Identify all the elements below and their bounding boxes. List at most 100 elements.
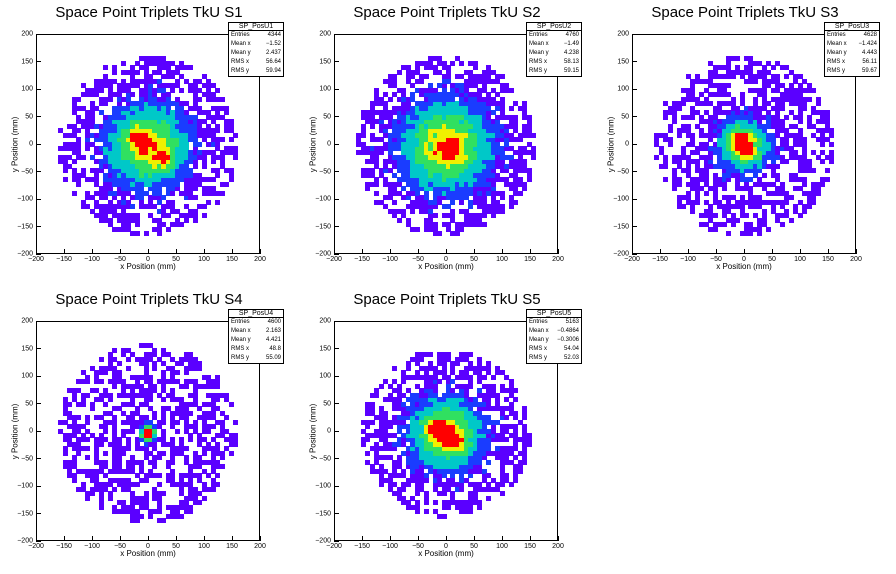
heatmap-bin — [134, 213, 140, 219]
x-tick-mark — [361, 249, 363, 254]
x-tick-label: −150 — [354, 543, 370, 550]
heatmap-bin — [143, 78, 149, 84]
x-tick-label: −50 — [114, 543, 126, 550]
heatmap-bin — [401, 123, 407, 129]
heatmap-bin — [360, 172, 366, 178]
heatmap-bin — [392, 190, 398, 196]
heatmap-bin — [201, 110, 207, 116]
heatmap-bin — [192, 132, 198, 138]
heatmap-bin — [219, 159, 225, 165]
heatmap-bin — [423, 181, 429, 187]
heatmap-bin — [405, 217, 411, 223]
heatmap-bin — [94, 137, 100, 143]
heatmap-bin — [179, 222, 185, 228]
heatmap-bin — [423, 222, 429, 228]
heatmap-bin — [130, 181, 136, 187]
heatmap-bin — [152, 195, 158, 201]
heatmap-bin — [405, 177, 411, 183]
stats-value: 59.15 — [563, 68, 579, 74]
y-tick-mark — [334, 430, 339, 432]
x-tick-mark — [771, 249, 773, 254]
x-tick-label: 200 — [254, 543, 266, 550]
heatmap-bin — [80, 199, 86, 205]
heatmap-bin — [392, 105, 398, 111]
heatmap-bin — [219, 105, 225, 111]
heatmap-bin — [174, 159, 180, 165]
heatmap-bin — [428, 114, 434, 120]
heatmap-bin — [219, 137, 225, 143]
heatmap-bin — [143, 110, 149, 116]
x-tick-label: −150 — [56, 543, 72, 550]
heatmap-bin — [85, 137, 91, 143]
heatmap-bin — [374, 101, 380, 107]
heatmap-bin — [419, 186, 425, 192]
heatmap-bin — [98, 132, 104, 138]
heatmap-bin — [125, 92, 131, 98]
heatmap-bin — [112, 65, 118, 71]
heatmap-bin — [192, 186, 198, 192]
heatmap-bin — [134, 159, 140, 165]
heatmap-bin — [179, 128, 185, 134]
heatmap-bin — [143, 163, 149, 169]
heatmap-bin — [401, 65, 407, 71]
heatmap-bin — [161, 132, 167, 138]
heatmap-bin — [183, 141, 189, 147]
heatmap-bin — [170, 119, 176, 125]
heatmap-bin — [156, 105, 162, 111]
heatmap-bin — [156, 114, 162, 120]
heatmap-bin — [121, 128, 127, 134]
heatmap-bin — [428, 96, 434, 102]
heatmap-bin — [174, 163, 180, 169]
heatmap-bin — [170, 222, 176, 228]
heatmap-bin — [89, 92, 95, 98]
heatmap-bin — [112, 119, 118, 125]
heatmap-bin — [148, 105, 153, 111]
heatmap-bin — [423, 141, 429, 147]
heatmap-bin — [152, 105, 158, 111]
heatmap-bin — [112, 204, 118, 210]
heatmap-bin — [107, 78, 113, 84]
stats-box: SP_PosU1 Entries 4344 Mean x −1.52 Mean y 2.43… — [228, 22, 284, 77]
heatmap-bin — [383, 163, 389, 169]
heatmap-bin — [428, 222, 434, 228]
heatmap-bin — [414, 177, 420, 183]
heatmap-bin — [432, 114, 438, 120]
heatmap-bin — [134, 110, 140, 116]
heatmap-bin — [134, 83, 140, 89]
stats-label: Entries — [529, 319, 548, 325]
heatmap-bin — [374, 181, 380, 187]
heatmap-bin — [383, 78, 389, 84]
heatmap-bin — [170, 87, 176, 93]
heatmap-bin — [423, 119, 429, 125]
heatmap-bin — [130, 168, 136, 174]
heatmap-bin — [179, 154, 185, 160]
heatmap-bin — [116, 204, 122, 210]
heatmap-bin — [139, 96, 145, 102]
heatmap-bin — [156, 128, 162, 134]
y-tick-mark — [334, 33, 339, 35]
heatmap-bin — [121, 110, 127, 116]
heatmap-bin — [98, 137, 104, 143]
heatmap-bin — [410, 208, 416, 214]
y-tick-label: −50 — [319, 168, 331, 175]
heatmap-bin — [156, 186, 162, 192]
heatmap-bin — [62, 154, 68, 160]
x-tick-label: 0 — [444, 256, 448, 263]
heatmap-bin — [148, 110, 153, 116]
heatmap-bin — [116, 186, 122, 192]
heatmap-bin — [365, 110, 371, 116]
heatmap-bin — [428, 204, 434, 210]
y-tick-mark — [632, 116, 637, 117]
heatmap-bin — [419, 159, 425, 165]
heatmap-bin — [85, 204, 91, 210]
heatmap-bin — [179, 132, 185, 138]
heatmap-bin — [401, 154, 407, 160]
heatmap-bin — [85, 114, 91, 120]
heatmap-bin — [192, 159, 198, 165]
heatmap-bin — [139, 186, 145, 192]
heatmap-bin — [121, 195, 127, 201]
x-tick-label: 150 — [226, 256, 238, 263]
y-tick-label: 100 — [21, 85, 33, 93]
heatmap-bin — [378, 150, 384, 156]
heatmap-bin — [197, 181, 203, 187]
